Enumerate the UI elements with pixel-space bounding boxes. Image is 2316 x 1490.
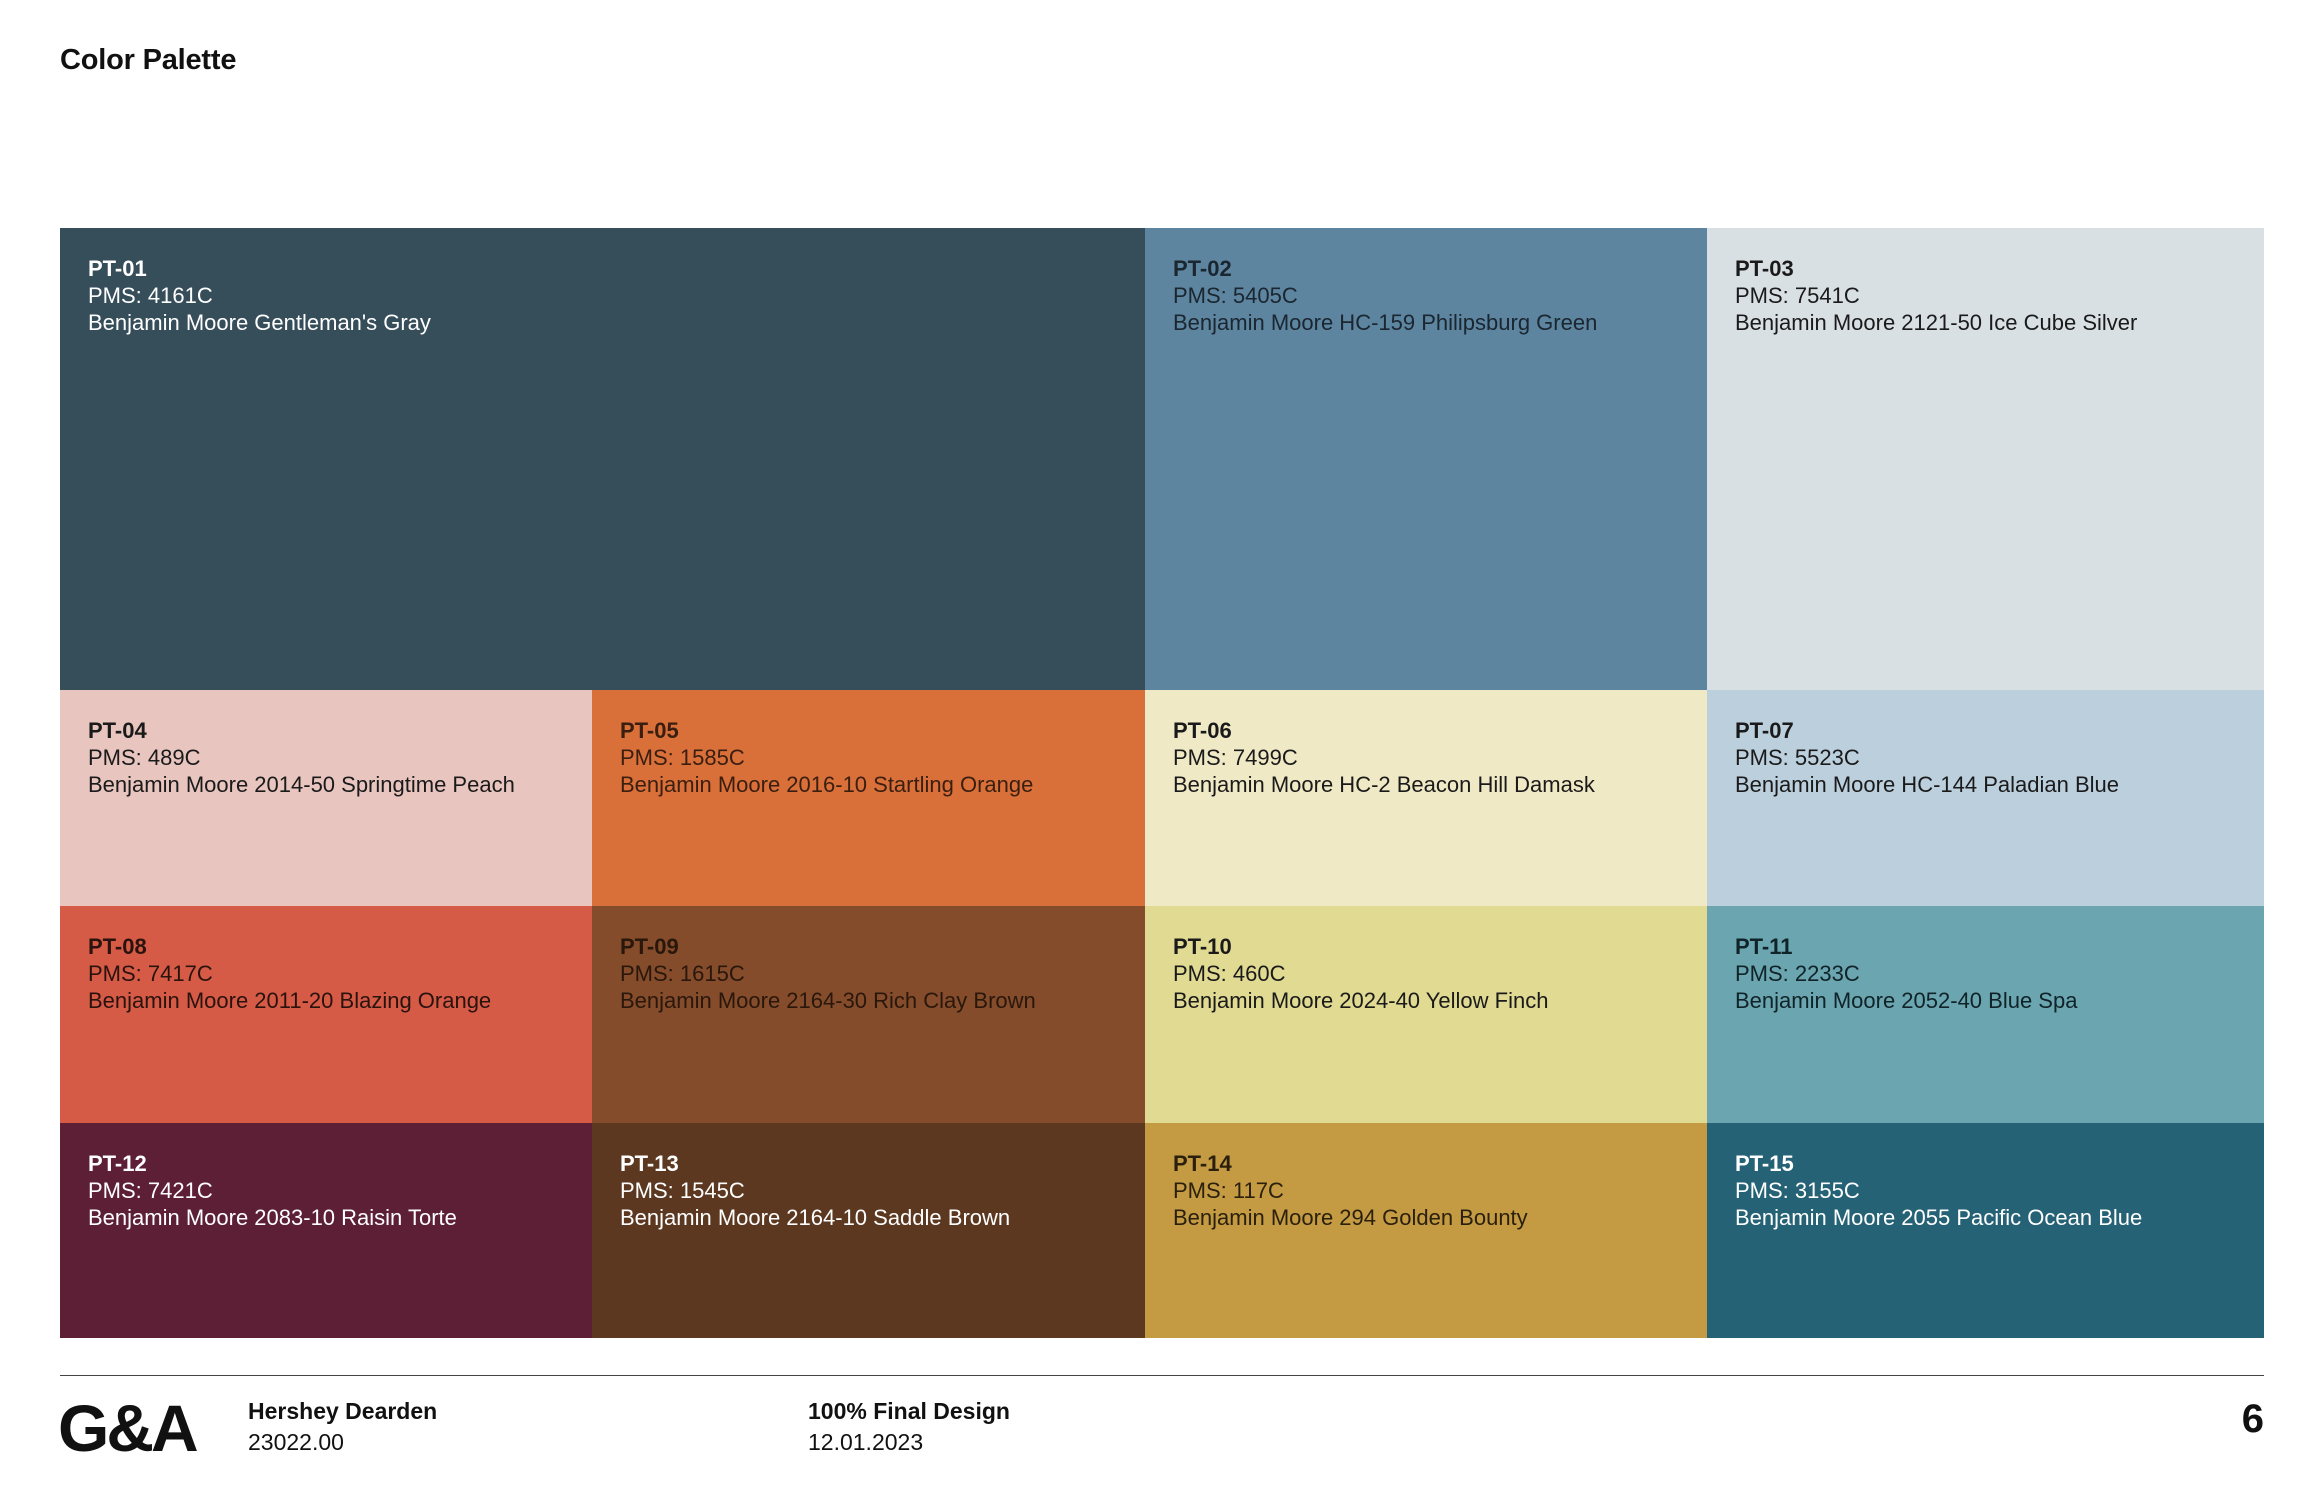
swatch-pms: PMS: 1615C bbox=[620, 961, 745, 986]
swatch-paint-name: Benjamin Moore 2164-30 Rich Clay Brown bbox=[620, 988, 1036, 1013]
swatch-code: PT-01 bbox=[88, 256, 147, 281]
swatch-pms: PMS: 5523C bbox=[1735, 745, 1860, 770]
swatch-code: PT-03 bbox=[1735, 256, 1794, 281]
client-info: Hershey Dearden 23022.00 bbox=[248, 1396, 437, 1458]
design-phase: 100% Final Design bbox=[808, 1398, 1010, 1424]
swatch-pt-08: PT-08 PMS: 7417C Benjamin Moore 2011-20 … bbox=[60, 906, 592, 1123]
swatch-pms: PMS: 2233C bbox=[1735, 961, 1860, 986]
swatch-pt-04: PT-04 PMS: 489C Benjamin Moore 2014-50 S… bbox=[60, 690, 592, 906]
swatch-code: PT-13 bbox=[620, 1151, 679, 1176]
swatch-pt-11: PT-11 PMS: 2233C Benjamin Moore 2052-40 … bbox=[1707, 906, 2264, 1123]
swatch-pms: PMS: 1585C bbox=[620, 745, 745, 770]
swatch-pt-14: PT-14 PMS: 117C Benjamin Moore 294 Golde… bbox=[1145, 1123, 1707, 1338]
swatch-pms: PMS: 460C bbox=[1173, 961, 1286, 986]
swatch-pms: PMS: 7421C bbox=[88, 1178, 213, 1203]
swatch-paint-name: Benjamin Moore 2083-10 Raisin Torte bbox=[88, 1205, 457, 1230]
swatch-pt-15: PT-15 PMS: 3155C Benjamin Moore 2055 Pac… bbox=[1707, 1123, 2264, 1338]
swatch-code: PT-14 bbox=[1173, 1151, 1232, 1176]
swatch-code: PT-07 bbox=[1735, 718, 1794, 743]
swatch-paint-name: Benjamin Moore 2164-10 Saddle Brown bbox=[620, 1205, 1011, 1230]
swatch-code: PT-12 bbox=[88, 1151, 147, 1176]
swatch-paint-name: Benjamin Moore 2055 Pacific Ocean Blue bbox=[1735, 1205, 2143, 1230]
swatch-pms: PMS: 7499C bbox=[1173, 745, 1298, 770]
swatch-paint-name: Benjamin Moore 2014-50 Springtime Peach bbox=[88, 772, 515, 797]
swatch-pt-01: PT-01 PMS: 4161C Benjamin Moore Gentlema… bbox=[60, 228, 1145, 690]
swatch-pt-06: PT-06 PMS: 7499C Benjamin Moore HC-2 Bea… bbox=[1145, 690, 1707, 906]
swatch-pt-03: PT-03 PMS: 7541C Benjamin Moore 2121-50 … bbox=[1707, 228, 2264, 690]
swatch-paint-name: Benjamin Moore HC-159 Philipsburg Green bbox=[1173, 310, 1598, 335]
swatch-pt-07: PT-07 PMS: 5523C Benjamin Moore HC-144 P… bbox=[1707, 690, 2264, 906]
color-palette-grid: PT-01 PMS: 4161C Benjamin Moore Gentlema… bbox=[60, 228, 2264, 1338]
swatch-paint-name: Benjamin Moore 2121-50 Ice Cube Silver bbox=[1735, 310, 2138, 335]
company-logo: G&A bbox=[58, 1391, 199, 1465]
swatch-pms: PMS: 3155C bbox=[1735, 1178, 1860, 1203]
swatch-pms: PMS: 7417C bbox=[88, 961, 213, 986]
swatch-pms: PMS: 117C bbox=[1173, 1178, 1284, 1203]
swatch-code: PT-15 bbox=[1735, 1151, 1794, 1176]
swatch-pt-12: PT-12 PMS: 7421C Benjamin Moore 2083-10 … bbox=[60, 1123, 592, 1338]
page-title: Color Palette bbox=[60, 44, 237, 76]
swatch-paint-name: Benjamin Moore Gentleman's Gray bbox=[88, 310, 431, 335]
swatch-pms: PMS: 4161C bbox=[88, 283, 213, 308]
swatch-pt-02: PT-02 PMS: 5405C Benjamin Moore HC-159 P… bbox=[1145, 228, 1707, 690]
swatch-code: PT-04 bbox=[88, 718, 147, 743]
project-number: 23022.00 bbox=[248, 1429, 344, 1455]
swatch-pms: PMS: 7541C bbox=[1735, 283, 1860, 308]
swatch-paint-name: Benjamin Moore HC-2 Beacon Hill Damask bbox=[1173, 772, 1595, 797]
swatch-code: PT-02 bbox=[1173, 256, 1232, 281]
swatch-paint-name: Benjamin Moore 294 Golden Bounty bbox=[1173, 1205, 1528, 1230]
swatch-pms: PMS: 5405C bbox=[1173, 283, 1298, 308]
swatch-pt-09: PT-09 PMS: 1615C Benjamin Moore 2164-30 … bbox=[592, 906, 1145, 1123]
swatch-pt-10: PT-10 PMS: 460C Benjamin Moore 2024-40 Y… bbox=[1145, 906, 1707, 1123]
swatch-pt-05: PT-05 PMS: 1585C Benjamin Moore 2016-10 … bbox=[592, 690, 1145, 906]
swatch-code: PT-08 bbox=[88, 934, 147, 959]
swatch-paint-name: Benjamin Moore HC-144 Paladian Blue bbox=[1735, 772, 2119, 797]
page-number: 6 bbox=[2241, 1397, 2264, 1441]
client-name: Hershey Dearden bbox=[248, 1398, 438, 1424]
swatch-paint-name: Benjamin Moore 2052-40 Blue Spa bbox=[1735, 988, 2078, 1013]
swatch-paint-name: Benjamin Moore 2011-20 Blazing Orange bbox=[88, 988, 492, 1013]
phase-info: 100% Final Design 12.01.2023 bbox=[808, 1396, 1010, 1458]
issue-date: 12.01.2023 bbox=[808, 1429, 924, 1455]
swatch-code: PT-06 bbox=[1173, 718, 1232, 743]
swatch-paint-name: Benjamin Moore 2024-40 Yellow Finch bbox=[1173, 988, 1549, 1013]
swatch-paint-name: Benjamin Moore 2016-10 Startling Orange bbox=[620, 772, 1034, 797]
swatch-pms: PMS: 489C bbox=[88, 745, 201, 770]
swatch-code: PT-05 bbox=[620, 718, 679, 743]
footer-divider bbox=[60, 1375, 2264, 1376]
swatch-pms: PMS: 1545C bbox=[620, 1178, 745, 1203]
swatch-code: PT-11 bbox=[1735, 934, 1793, 959]
swatch-pt-13: PT-13 PMS: 1545C Benjamin Moore 2164-10 … bbox=[592, 1123, 1145, 1338]
swatch-code: PT-10 bbox=[1173, 934, 1232, 959]
swatch-code: PT-09 bbox=[620, 934, 679, 959]
